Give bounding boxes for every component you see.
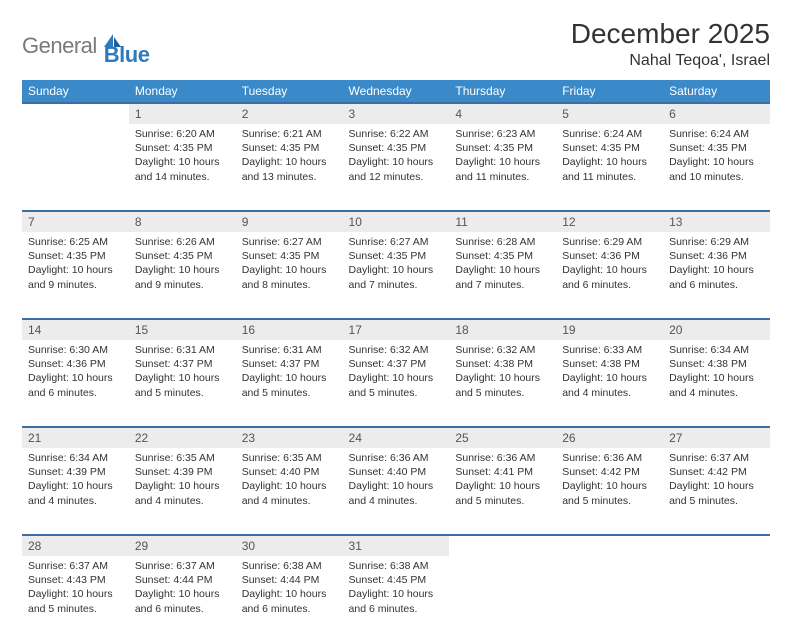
day-number: 9 xyxy=(236,210,343,232)
day-cell: Sunrise: 6:22 AMSunset: 4:35 PMDaylight:… xyxy=(343,124,450,192)
day-number: 31 xyxy=(343,534,450,556)
day-number: 24 xyxy=(343,426,450,448)
day-cell: Sunrise: 6:24 AMSunset: 4:35 PMDaylight:… xyxy=(663,124,770,192)
day-number: 12 xyxy=(556,210,663,232)
day-cell: Sunrise: 6:37 AMSunset: 4:42 PMDaylight:… xyxy=(663,448,770,516)
day-number: 4 xyxy=(449,102,556,124)
day-number xyxy=(22,102,129,124)
day-number: 17 xyxy=(343,318,450,340)
day-cell: Sunrise: 6:21 AMSunset: 4:35 PMDaylight:… xyxy=(236,124,343,192)
month-title: December 2025 xyxy=(571,18,770,50)
day-number: 6 xyxy=(663,102,770,124)
day-number xyxy=(449,534,556,556)
day-cell: Sunrise: 6:20 AMSunset: 4:35 PMDaylight:… xyxy=(129,124,236,192)
day-cell: Sunrise: 6:38 AMSunset: 4:45 PMDaylight:… xyxy=(343,556,450,624)
day-cell: Sunrise: 6:37 AMSunset: 4:43 PMDaylight:… xyxy=(22,556,129,624)
day-cell: Sunrise: 6:38 AMSunset: 4:44 PMDaylight:… xyxy=(236,556,343,624)
day-number: 14 xyxy=(22,318,129,340)
logo: General Blue xyxy=(22,18,149,68)
day-cell: Sunrise: 6:31 AMSunset: 4:37 PMDaylight:… xyxy=(236,340,343,408)
day-number: 15 xyxy=(129,318,236,340)
day-cell xyxy=(449,556,556,567)
day-number: 7 xyxy=(22,210,129,232)
day-number: 3 xyxy=(343,102,450,124)
day-number xyxy=(556,534,663,556)
day-cell: Sunrise: 6:36 AMSunset: 4:41 PMDaylight:… xyxy=(449,448,556,516)
day-number: 13 xyxy=(663,210,770,232)
title-block: December 2025 Nahal Teqoa', Israel xyxy=(571,18,770,70)
day-cell: Sunrise: 6:32 AMSunset: 4:37 PMDaylight:… xyxy=(343,340,450,408)
day-cell: Sunrise: 6:35 AMSunset: 4:40 PMDaylight:… xyxy=(236,448,343,516)
day-cell: Sunrise: 6:24 AMSunset: 4:35 PMDaylight:… xyxy=(556,124,663,192)
day-number: 11 xyxy=(449,210,556,232)
weekday-header: Sunday xyxy=(22,80,129,102)
day-number: 28 xyxy=(22,534,129,556)
day-cell: Sunrise: 6:33 AMSunset: 4:38 PMDaylight:… xyxy=(556,340,663,408)
day-number: 8 xyxy=(129,210,236,232)
day-cell xyxy=(663,556,770,567)
day-cell xyxy=(556,556,663,567)
logo-text-general: General xyxy=(22,33,97,59)
day-number: 27 xyxy=(663,426,770,448)
day-number: 1 xyxy=(129,102,236,124)
day-cell: Sunrise: 6:29 AMSunset: 4:36 PMDaylight:… xyxy=(663,232,770,300)
day-cell: Sunrise: 6:34 AMSunset: 4:38 PMDaylight:… xyxy=(663,340,770,408)
day-cell: Sunrise: 6:36 AMSunset: 4:40 PMDaylight:… xyxy=(343,448,450,516)
day-cell: Sunrise: 6:25 AMSunset: 4:35 PMDaylight:… xyxy=(22,232,129,300)
calendar-table: SundayMondayTuesdayWednesdayThursdayFrid… xyxy=(22,80,770,642)
day-number: 16 xyxy=(236,318,343,340)
day-number xyxy=(663,534,770,556)
location: Nahal Teqoa', Israel xyxy=(571,52,770,70)
day-cell: Sunrise: 6:34 AMSunset: 4:39 PMDaylight:… xyxy=(22,448,129,516)
day-cell: Sunrise: 6:32 AMSunset: 4:38 PMDaylight:… xyxy=(449,340,556,408)
weekday-header: Saturday xyxy=(663,80,770,102)
day-number: 10 xyxy=(343,210,450,232)
day-cell: Sunrise: 6:23 AMSunset: 4:35 PMDaylight:… xyxy=(449,124,556,192)
weekday-header-row: SundayMondayTuesdayWednesdayThursdayFrid… xyxy=(22,80,770,102)
day-cell: Sunrise: 6:29 AMSunset: 4:36 PMDaylight:… xyxy=(556,232,663,300)
weekday-header: Friday xyxy=(556,80,663,102)
weekday-header: Monday xyxy=(129,80,236,102)
day-cell: Sunrise: 6:27 AMSunset: 4:35 PMDaylight:… xyxy=(236,232,343,300)
day-cell: Sunrise: 6:35 AMSunset: 4:39 PMDaylight:… xyxy=(129,448,236,516)
day-number: 29 xyxy=(129,534,236,556)
day-cell xyxy=(22,124,129,135)
day-number: 2 xyxy=(236,102,343,124)
day-cell: Sunrise: 6:36 AMSunset: 4:42 PMDaylight:… xyxy=(556,448,663,516)
day-number: 18 xyxy=(449,318,556,340)
day-number: 22 xyxy=(129,426,236,448)
day-cell: Sunrise: 6:37 AMSunset: 4:44 PMDaylight:… xyxy=(129,556,236,624)
day-number: 23 xyxy=(236,426,343,448)
day-cell: Sunrise: 6:31 AMSunset: 4:37 PMDaylight:… xyxy=(129,340,236,408)
day-number: 20 xyxy=(663,318,770,340)
weekday-header: Wednesday xyxy=(343,80,450,102)
header: General Blue December 2025 Nahal Teqoa',… xyxy=(22,18,770,70)
weekday-header: Thursday xyxy=(449,80,556,102)
day-number: 26 xyxy=(556,426,663,448)
day-number: 5 xyxy=(556,102,663,124)
day-number: 30 xyxy=(236,534,343,556)
day-cell: Sunrise: 6:28 AMSunset: 4:35 PMDaylight:… xyxy=(449,232,556,300)
logo-text-blue: Blue xyxy=(104,24,150,68)
day-cell: Sunrise: 6:26 AMSunset: 4:35 PMDaylight:… xyxy=(129,232,236,300)
day-cell: Sunrise: 6:27 AMSunset: 4:35 PMDaylight:… xyxy=(343,232,450,300)
day-number: 25 xyxy=(449,426,556,448)
day-number: 21 xyxy=(22,426,129,448)
day-cell: Sunrise: 6:30 AMSunset: 4:36 PMDaylight:… xyxy=(22,340,129,408)
weekday-header: Tuesday xyxy=(236,80,343,102)
day-number: 19 xyxy=(556,318,663,340)
